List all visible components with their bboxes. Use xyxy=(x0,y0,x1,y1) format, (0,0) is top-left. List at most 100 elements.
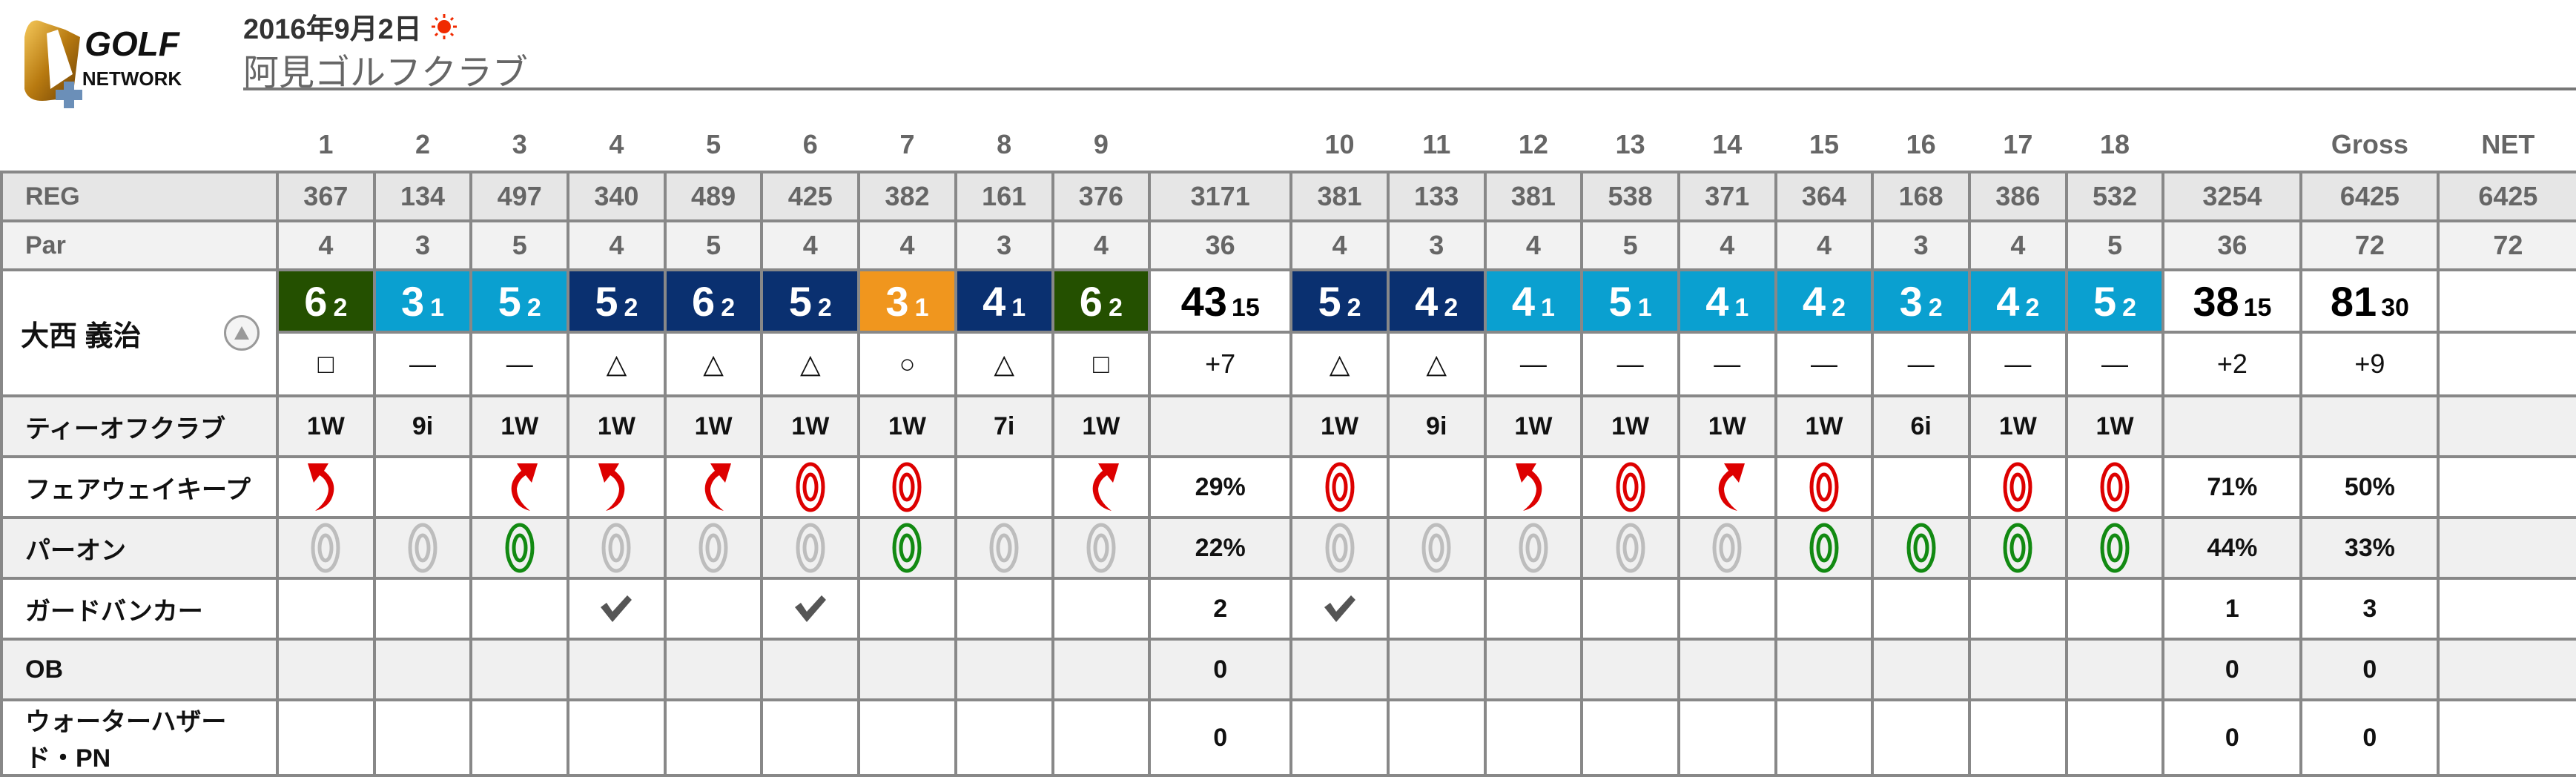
check-icon xyxy=(1289,577,1390,641)
par-hole-value: 3 xyxy=(1386,219,1487,271)
hole-number: 11 xyxy=(1387,119,1485,173)
par-hole-value: 3 xyxy=(1871,219,1971,271)
putts: 2 xyxy=(333,293,348,322)
green-target-icon xyxy=(1871,516,1971,580)
water-hazard-hole xyxy=(1483,698,1584,777)
scorecard-table: 1 2 3 4 5 6 7 8 9 10 11 12 13 14 15 16 17 18 Gross NET REG 36… xyxy=(0,119,2576,777)
ob-hole xyxy=(1871,638,1971,701)
gray-target-icon xyxy=(1677,516,1777,580)
target-icon xyxy=(1774,455,1875,519)
hole-number: 10 xyxy=(1291,119,1388,173)
green-target-icon xyxy=(469,516,570,580)
par-hole-value: 5 xyxy=(469,219,570,271)
strokes: 43 xyxy=(1180,277,1227,325)
water-hazard-hole xyxy=(1968,698,2068,777)
header-divider xyxy=(243,87,2576,90)
net-blank xyxy=(2437,394,2576,458)
strokes: 3 xyxy=(1899,277,1923,325)
player-name: 大西 義治 xyxy=(0,268,279,397)
reg-hole-value: 364 xyxy=(1774,171,1875,222)
sun-icon xyxy=(431,13,458,40)
par-in-value: 36 xyxy=(2161,219,2303,271)
gray-target-icon xyxy=(1051,516,1152,580)
ob-hole xyxy=(1289,638,1390,701)
reg-label: REG xyxy=(0,171,279,222)
par-hole-value: 4 xyxy=(760,219,861,271)
par-hole-value: 4 xyxy=(1289,219,1390,271)
score-mark: △ xyxy=(567,331,667,397)
gray-target-icon xyxy=(1580,516,1680,580)
arrow-left-miss-icon xyxy=(567,455,667,519)
strokes: 4 xyxy=(1415,277,1439,325)
gray-target-icon xyxy=(954,516,1054,580)
hole-number: 2 xyxy=(374,119,472,173)
gray-target-icon xyxy=(372,516,473,580)
green-target-icon xyxy=(857,516,957,580)
par-hole-value: 5 xyxy=(1580,219,1680,271)
putts: 15 xyxy=(2243,293,2272,322)
water-hazard-hole xyxy=(1289,698,1390,777)
guard-bunker-hole xyxy=(663,577,764,641)
fairway-in-total: 71% xyxy=(2161,455,2303,519)
strokes: 5 xyxy=(788,277,812,325)
check-icon xyxy=(567,577,667,641)
gray-target-icon xyxy=(760,516,861,580)
hole-number: 16 xyxy=(1872,119,1969,173)
net-blank xyxy=(2437,455,2576,519)
par-hole-value: 4 xyxy=(1968,219,2068,271)
svg-text:GOLF: GOLF xyxy=(85,24,181,63)
score-mark: ○ xyxy=(857,331,957,397)
ob-hole xyxy=(372,638,473,701)
guard-bunker-hole xyxy=(1677,577,1777,641)
putts: 2 xyxy=(1832,293,1846,322)
tee-club-hole: 1W xyxy=(1774,394,1875,458)
par-label: Par xyxy=(0,219,279,271)
ob-row: OB 0 0 0 xyxy=(0,638,2576,701)
ob-hole xyxy=(954,638,1054,701)
putts: 30 xyxy=(2381,293,2409,322)
tee-club-hole: 1W xyxy=(2064,394,2165,458)
water-hazard-hole xyxy=(760,698,861,777)
arrow-right-miss-icon xyxy=(1677,455,1777,519)
course-name: 阿見ゴルフクラブ xyxy=(243,53,529,93)
water-hazard-in-total: 0 xyxy=(2161,698,2303,777)
out-diff: +7 xyxy=(1148,331,1293,397)
tee-club-hole: 1W xyxy=(1051,394,1152,458)
strokes: 6 xyxy=(1079,277,1103,325)
arrow-left-miss-icon xyxy=(1483,455,1584,519)
target-icon xyxy=(1289,455,1390,519)
par-hole-value: 3 xyxy=(954,219,1054,271)
strokes: 6 xyxy=(692,277,716,325)
fairway-hole xyxy=(1871,455,1971,519)
triangle-up-icon[interactable] xyxy=(224,315,260,351)
ob-hole xyxy=(760,638,861,701)
water-hazard-hole xyxy=(2064,698,2165,777)
water-hazard-hole xyxy=(663,698,764,777)
reg-in-value: 3254 xyxy=(2161,171,2303,222)
strokes: 3 xyxy=(400,277,425,325)
hole-number: 4 xyxy=(568,119,665,173)
score-mark: △ xyxy=(760,331,861,397)
tee-club-hole: 1W xyxy=(1677,394,1777,458)
putts: 2 xyxy=(817,293,832,322)
reg-hole-value: 133 xyxy=(1386,171,1487,222)
water-hazard-gross-total: 0 xyxy=(2299,698,2440,777)
